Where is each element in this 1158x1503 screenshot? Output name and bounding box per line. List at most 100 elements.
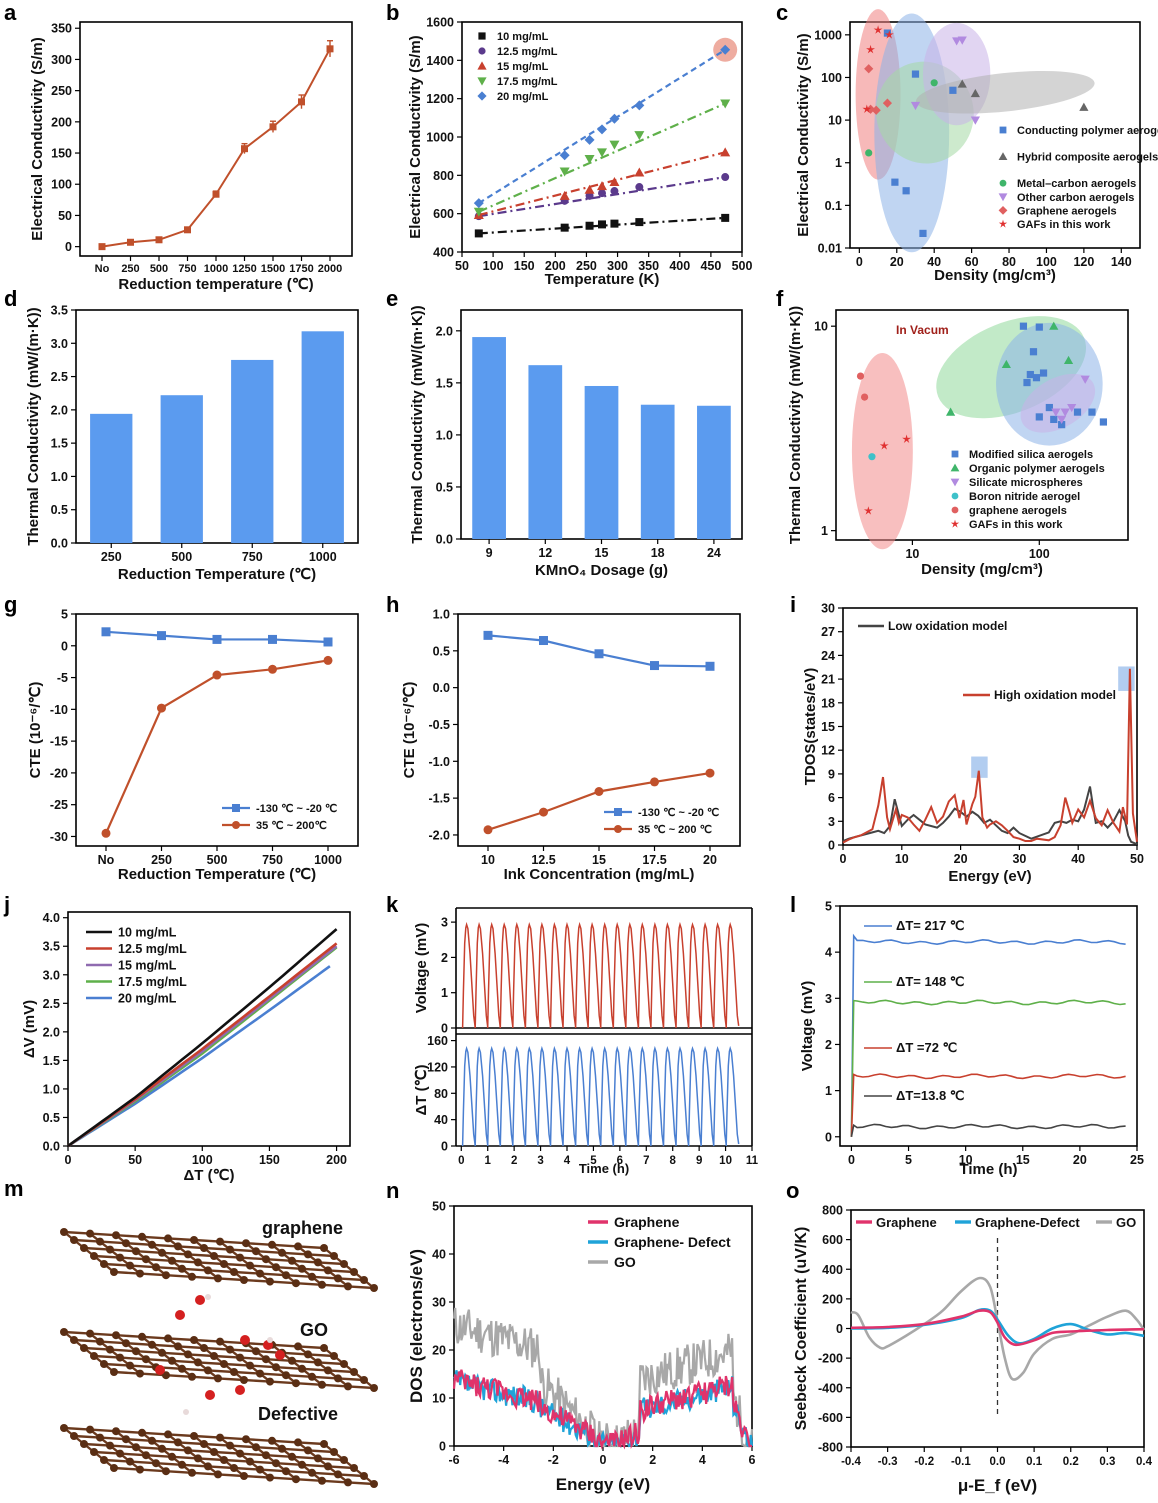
data-point [910,101,921,111]
bond [291,1359,319,1364]
y-tick-label: 0.0 [51,537,68,551]
carbon-atom [236,1353,244,1362]
carbon-atom [298,1264,306,1273]
y-tick-label: 6 [828,791,835,805]
bond [165,1274,193,1278]
data-point [634,100,645,111]
data-point [1029,348,1038,356]
x-tick-label: 500 [171,550,192,564]
y-tick-label: 3.5 [51,304,68,318]
bond [167,1337,195,1342]
bond [217,1473,245,1478]
carbon-atom [272,1263,280,1272]
carbon-atom [96,1237,104,1246]
carbon-atom [168,1356,176,1365]
carbon-atom [190,1432,198,1440]
y-tick-label: 350 [51,22,72,36]
carbon-atom [252,1347,260,1356]
carbon-atom [214,1374,222,1383]
data-point [559,150,570,161]
plot-frame [835,309,1129,541]
bond [307,1449,335,1454]
x-tick-label: 350 [638,259,659,273]
data-point [184,226,191,234]
bond [297,1345,325,1350]
legend-label: GO [614,1254,636,1270]
carbon-atom [292,1475,300,1484]
carbon-atom [204,1366,212,1375]
carbon-atom [136,1465,144,1474]
bond [265,1258,293,1262]
defective-sheet [60,1424,378,1488]
carbon-atom [262,1355,270,1364]
x-tick-label: 0.3 [1099,1456,1115,1468]
carbon-atom [282,1371,290,1380]
carbon-atom [294,1342,302,1351]
legend-marker [478,47,486,55]
bond [265,1358,293,1362]
panel-a: a 0 50 100 150 200 250 300 350 No 250 500 750 1000 125… [4,0,353,293]
oxygen-atom [195,1295,205,1305]
panel-n: n 0 10 20 30 40 50 -6 -4 -2 0 2 4 6 Graphene Graphene- … [386,1178,756,1494]
x-tick-label: 10 [959,1153,973,1167]
data-point [863,506,873,515]
carbon-atom [142,1451,150,1460]
data-point [594,786,604,796]
data-point [127,238,134,246]
bond [193,1238,221,1243]
bond [239,1356,267,1361]
panel-o: o -800 -600 -400 -200 0 200 400 600 800 -0.4 -0.3 -0… [786,1178,1153,1495]
bond [151,1243,179,1248]
data-point [241,145,248,153]
x-tick-label: 100 [483,259,504,273]
carbon-atom [190,1236,198,1244]
legend-marker [614,808,622,816]
x-axis-label: Energy (eV) [556,1475,650,1494]
data-point [559,190,570,200]
x-tick-label: 6 [749,1453,756,1467]
x-tick-label: 0.1 [1026,1456,1043,1468]
carbon-atom [142,1255,150,1264]
x-tick-label: 200 [545,259,566,273]
carbon-atom [158,1248,166,1257]
bond [135,1350,163,1354]
annotation-label: In Vacum [896,323,949,337]
bond [187,1449,215,1454]
data-point [1063,355,1074,365]
data-point [949,86,957,94]
bond [229,1444,257,1449]
y-tick-label: 0 [439,1440,446,1454]
data-point [883,29,892,37]
carbon-atom [174,1242,182,1251]
carbon-atom [122,1435,130,1444]
carbon-atom [330,1448,338,1456]
hydrogen-atom [183,1409,189,1415]
legend-label: ΔT=13.8 ℃ [896,1088,964,1103]
carbon-atom [116,1353,124,1362]
bond [203,1442,231,1447]
carbon-atom [86,1229,94,1238]
y-tick-label: 3 [441,916,448,930]
legend-label: Graphene [614,1214,680,1230]
data-point [157,703,166,713]
bond [239,1256,267,1261]
carbon-atom [246,1261,254,1270]
bond [243,1378,271,1383]
y-tick-label: 18 [821,696,835,710]
bond [191,1375,219,1380]
carbon-atom [256,1369,264,1378]
legend-label: Graphene aerogels [1017,205,1117,217]
carbon-atom [96,1433,104,1442]
data-point [952,37,962,46]
carbon-atom [314,1258,322,1267]
bond [135,1446,163,1450]
x-axis-label: μ-E_f (eV) [958,1476,1037,1495]
panel-label: h [386,592,399,617]
carbon-atom [308,1372,316,1381]
oxygen-atom [175,1310,185,1320]
x-tick-label: 1 [485,1155,492,1167]
carbon-atom [152,1459,160,1468]
panel-m: m graphene GO Defective [4,1176,378,1488]
bond [347,1481,375,1486]
data-point [212,190,220,198]
